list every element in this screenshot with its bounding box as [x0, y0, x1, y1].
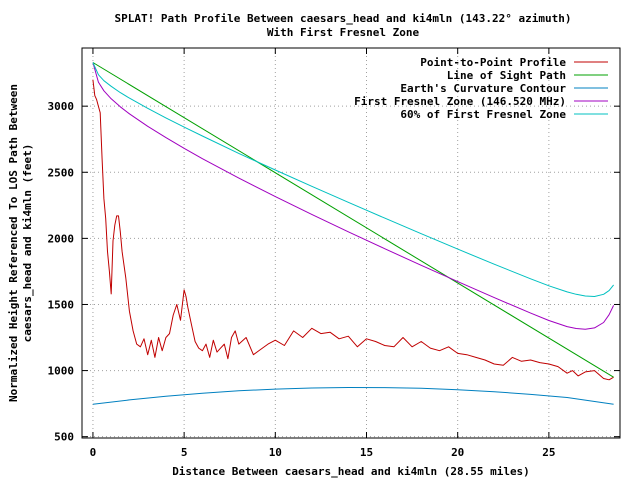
grid [82, 48, 620, 438]
series-line-line-of-sight-path [92, 62, 614, 378]
y-axis-label-line1: Normalized Height Referenced To LOS Path… [7, 84, 20, 402]
y-axis-label-line2: caesars_head and ki4mln (feet) [21, 144, 34, 343]
chart-title: SPLAT! Path Profile Between caesars_head… [115, 12, 572, 25]
legend-label: First Fresnel Zone (146.520 MHz) [354, 95, 566, 108]
x-tick-label: 0 [90, 446, 97, 459]
legend-label: Earth's Curvature Contour [400, 82, 566, 95]
x-tick-label: 20 [451, 446, 464, 459]
legend-label: Line of Sight Path [447, 69, 566, 82]
plot-border [81, 47, 621, 439]
y-tick-label: 3000 [48, 100, 75, 113]
series-line-point-to-point-profile [92, 79, 614, 381]
series-line-first-fresnel-zone-146-520-mhz [92, 62, 615, 330]
legend-label: Point-to-Point Profile [420, 56, 566, 69]
chart-subtitle: With First Fresnel Zone [267, 26, 420, 39]
plot-series [92, 62, 615, 405]
y-tick-label: 2000 [48, 232, 75, 245]
y-tick-label: 2500 [48, 166, 75, 179]
y-tick-label: 500 [54, 431, 74, 444]
x-tick-label: 10 [269, 446, 282, 459]
legend-label: 60% of First Fresnel Zone [400, 108, 566, 121]
x-axis-label: Distance Between caesars_head and ki4mln… [172, 465, 530, 478]
series-line-60-of-first-fresnel-zone [92, 62, 614, 297]
y-tick-label: 1000 [48, 365, 75, 378]
x-tick-label: 5 [181, 446, 188, 459]
y-tick-label: 1500 [48, 298, 75, 311]
series-line-earth-s-curvature-contour [92, 387, 614, 405]
x-tick-label: 15 [360, 446, 373, 459]
x-tick-label: 25 [542, 446, 555, 459]
axis-ticks: 0 5 10 15 20 25 500 1000 1500 2000 2500 3000 [48, 48, 620, 459]
